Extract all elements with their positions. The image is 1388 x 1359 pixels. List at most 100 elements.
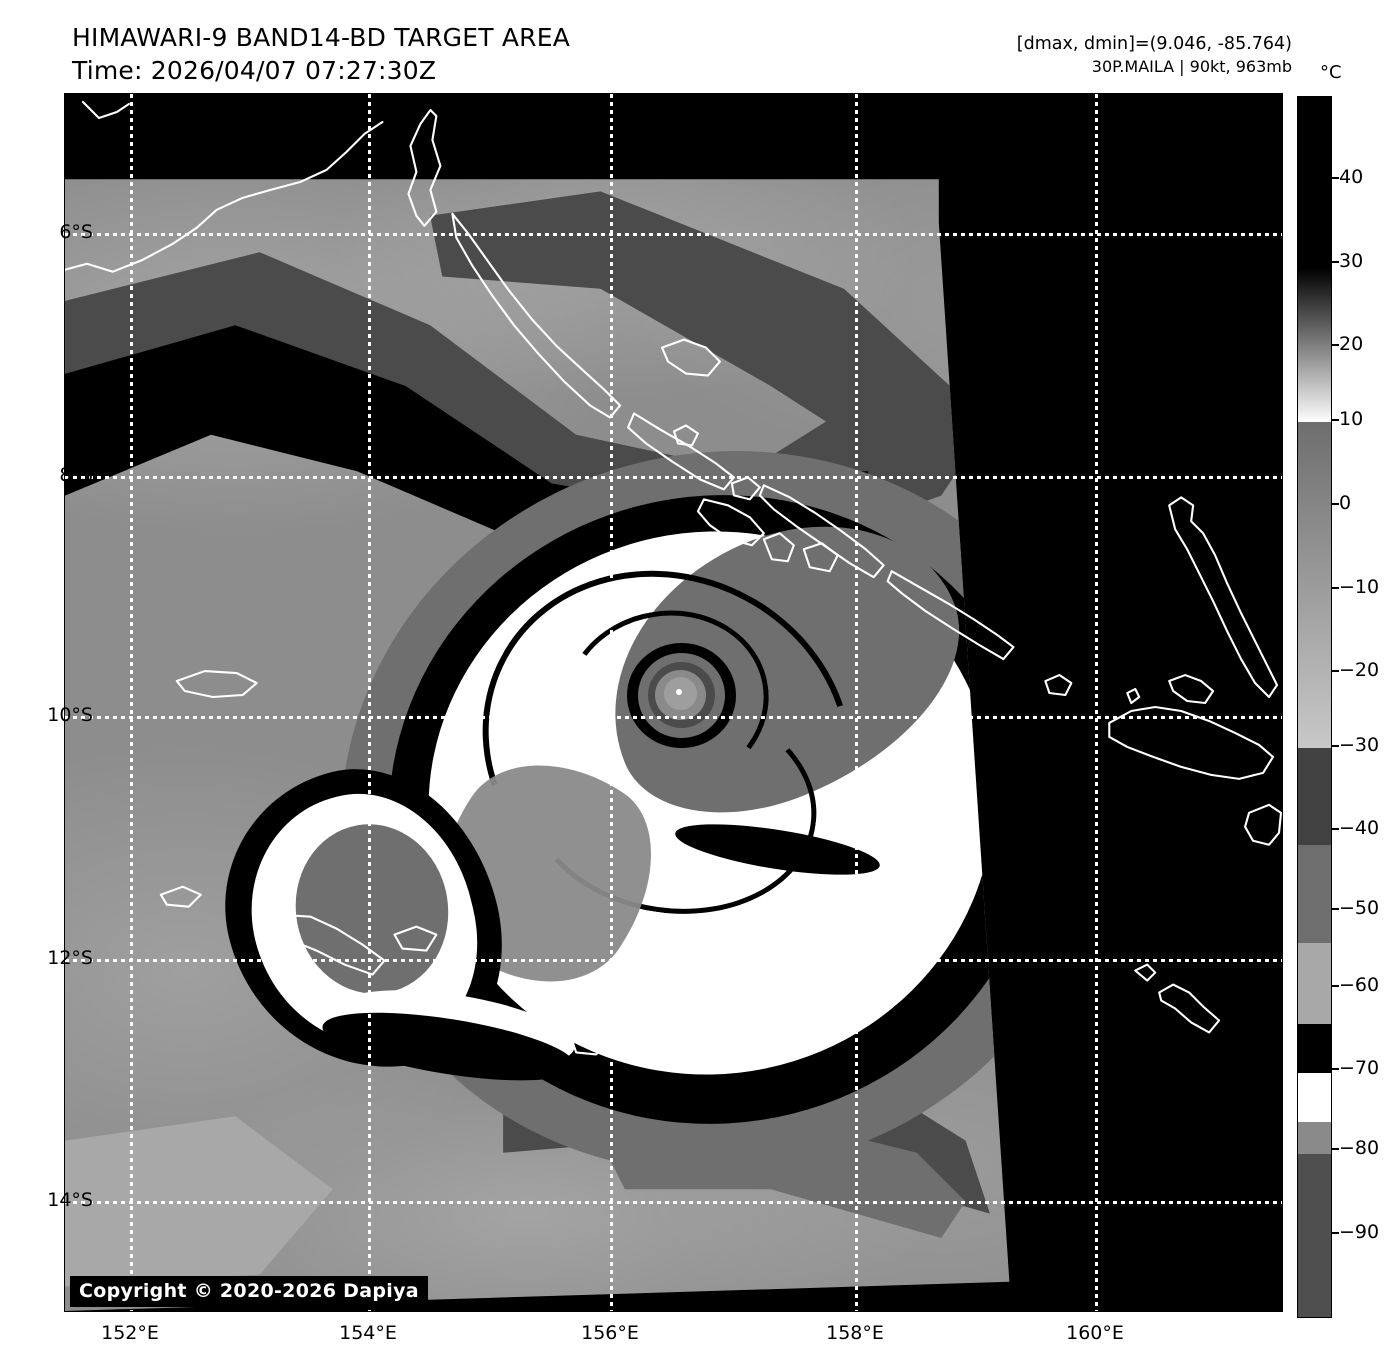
- colorbar-segment-2: [1298, 422, 1331, 749]
- gridline-lat-8: [65, 476, 1282, 479]
- colorbar-tickmark-10: [1332, 985, 1339, 987]
- colorbar-tick-label-1: 30: [1339, 250, 1364, 272]
- coast-nw-islet: [159, 885, 202, 908]
- colorbar-segment-9: [1298, 1154, 1331, 1317]
- colorbar-gradient: [1298, 97, 1331, 1317]
- colorbar[interactable]: [1297, 96, 1332, 1318]
- coast-kolombangara: [762, 532, 795, 563]
- gridline-lon-156: [610, 94, 613, 1311]
- colorbar-segment-6: [1298, 1024, 1331, 1074]
- page-title: HIMAWARI-9 BAND14-BD TARGET AREA Time: 2…: [72, 22, 570, 87]
- colorbar-tick-label-6: −20: [1339, 659, 1380, 681]
- coast-isabel-tail: [886, 570, 1015, 661]
- colorbar-tickmark-3: [1332, 419, 1339, 421]
- coast-sw-islet2: [393, 925, 438, 952]
- coast-sw-small2: [623, 1029, 648, 1050]
- xtick-label-160e: 160°E: [1066, 1322, 1124, 1344]
- ytick-label-10s: 10°S: [47, 704, 93, 726]
- coast-nw-small-island: [175, 670, 258, 699]
- colorbar-tickmark-8: [1332, 828, 1339, 830]
- coast-tiny-islet: [1126, 687, 1141, 705]
- coast-png-lagoon: [660, 338, 721, 377]
- colorbar-segment-8: [1298, 1121, 1331, 1156]
- colorbar-tick-label-2: 20: [1339, 333, 1364, 355]
- xtick-label-158e: 158°E: [826, 1322, 884, 1344]
- coast-sw-island: [253, 913, 386, 976]
- coast-santa-isabel: [758, 484, 885, 579]
- colorbar-tick-label-11: −70: [1339, 1057, 1380, 1079]
- colorbar-tick-label-7: −30: [1339, 734, 1380, 756]
- colorbar-tick-label-9: −50: [1339, 897, 1380, 919]
- coast-vella: [802, 542, 839, 573]
- colorbar-segment-3: [1298, 747, 1331, 846]
- eye-center-point: [675, 689, 682, 696]
- colorbar-segment-5: [1298, 942, 1331, 1025]
- ytick-label-6s: 6°S: [59, 221, 93, 243]
- colorbar-tickmark-7: [1332, 745, 1339, 747]
- xtick-label-152e: 152°E: [101, 1322, 159, 1344]
- colorbar-tickmark-6: [1332, 670, 1339, 672]
- coast-florida-islands: [1168, 673, 1215, 705]
- colorbar-tickmark-1: [1332, 261, 1339, 263]
- colorbar-unit-label: °C: [1320, 62, 1342, 83]
- ytick-label-14s: 14°S: [47, 1189, 93, 1211]
- ytick-label-8s: 8°S: [59, 464, 93, 486]
- colorbar-tickmark-11: [1332, 1068, 1339, 1070]
- gridline-lat-6: [65, 233, 1282, 236]
- graticule: [65, 94, 1282, 1311]
- coast-bougainville: [451, 212, 622, 419]
- coast-new-ireland: [407, 108, 442, 227]
- coast-guadalcanal: [1108, 705, 1275, 780]
- colorbar-tickmark-2: [1332, 344, 1339, 346]
- colorbar-tick-label-8: −40: [1339, 817, 1380, 839]
- storm-info-label: 30P.MAILA | 90kt, 963mb: [1091, 57, 1292, 77]
- colorbar-segment-0: [1298, 97, 1331, 269]
- coast-choiseul: [627, 412, 735, 491]
- xtick-label-154e: 154°E: [339, 1322, 397, 1344]
- colorbar-tick-label-5: −10: [1339, 576, 1380, 598]
- title-line-time: Time: 2026/04/07 07:27:30Z: [72, 55, 437, 85]
- gridline-lon-158: [855, 94, 858, 1311]
- colorbar-tick-label-12: −80: [1339, 1137, 1380, 1159]
- coast-south-chain: [1158, 983, 1221, 1034]
- colorbar-tickmark-0: [1332, 177, 1339, 179]
- satellite-swath: [65, 179, 1010, 1311]
- coast-makira: [1244, 803, 1282, 846]
- gridline-lon-154: [368, 94, 371, 1311]
- coast-new-georgia: [696, 498, 765, 547]
- gridline-lon-160: [1095, 94, 1098, 1311]
- coast-russell: [1044, 673, 1073, 697]
- coast-sw-small: [571, 1031, 610, 1056]
- copyright-banner: Copyright © 2020-2026 Dapiya: [70, 1276, 428, 1307]
- colorbar-tickmark-13: [1332, 1232, 1339, 1234]
- colorbar-tickmark-5: [1332, 587, 1339, 589]
- gridline-lon-152: [130, 94, 133, 1311]
- colorbar-tick-label-13: −90: [1339, 1221, 1380, 1243]
- satellite-image-plot[interactable]: Copyright © 2020-2026 Dapiya: [64, 93, 1283, 1312]
- gridline-lat-10: [65, 716, 1282, 719]
- colorbar-tick-label-0: 40: [1339, 166, 1364, 188]
- colorbar-tick-label-10: −60: [1339, 974, 1380, 996]
- colorbar-tickmark-9: [1332, 908, 1339, 910]
- xtick-label-156e: 156°E: [581, 1322, 639, 1344]
- coast-png-mainland: [65, 120, 384, 273]
- ytick-label-12s: 12°S: [47, 947, 93, 969]
- coast-small-south: [1134, 963, 1157, 982]
- coast-malaita: [1168, 496, 1279, 699]
- colorbar-tickmark-12: [1332, 1148, 1339, 1150]
- coast-png-nw: [81, 100, 130, 120]
- colorbar-tick-label-4: 0: [1339, 492, 1352, 514]
- colorbar-tickmark-4: [1332, 503, 1339, 505]
- colorbar-segment-4: [1298, 845, 1331, 944]
- dmax-dmin-label: [dmax, dmin]=(9.046, -85.764): [1016, 34, 1292, 54]
- coast-islet-a: [672, 424, 700, 447]
- title-line-product: HIMAWARI-9 BAND14-BD TARGET AREA: [72, 23, 571, 52]
- colorbar-segment-1: [1298, 267, 1331, 424]
- gridline-lat-14: [65, 1201, 1282, 1204]
- colorbar-tick-label-3: 10: [1339, 408, 1364, 430]
- coastline-overlay: [65, 100, 1282, 1056]
- colorbar-segment-7: [1298, 1073, 1331, 1123]
- metadata-block: [dmax, dmin]=(9.046, -85.764) 30P.MAILA …: [1017, 33, 1292, 78]
- gridline-lat-12: [65, 959, 1282, 962]
